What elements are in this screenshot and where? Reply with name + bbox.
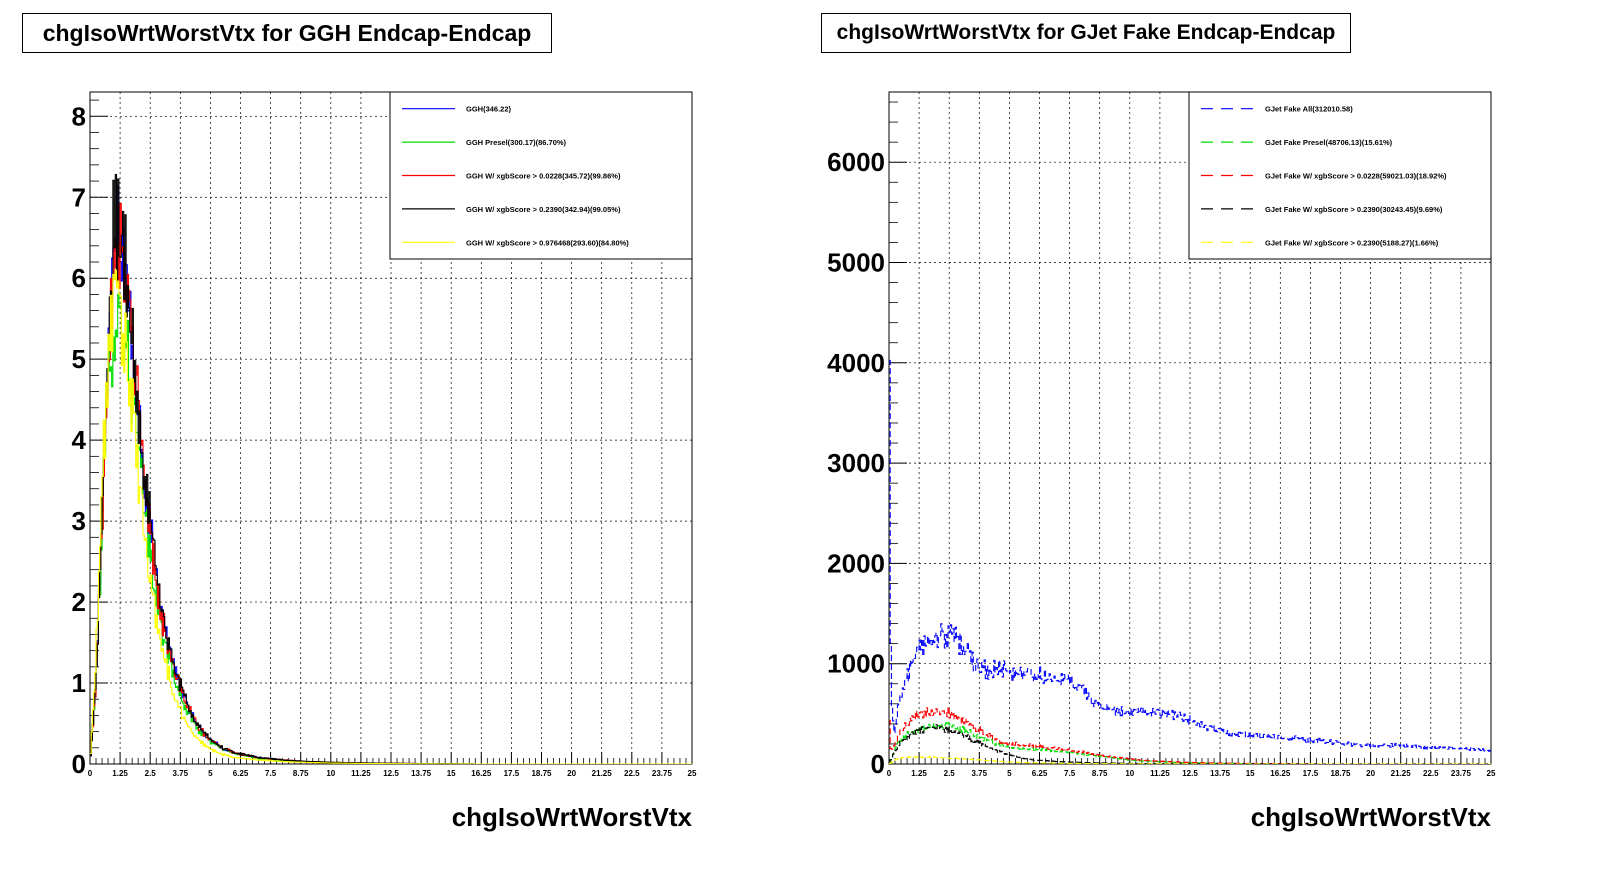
x-tick-label: 20 <box>567 769 576 778</box>
y-tick-label: 0 <box>871 749 885 779</box>
x-tick-label: 16.25 <box>471 769 492 778</box>
x-tick-label: 6.25 <box>233 769 249 778</box>
x-tick-label: 17.5 <box>1303 769 1319 778</box>
y-tick-label: 3000 <box>827 448 885 478</box>
legend-box <box>1188 91 1492 260</box>
left-chart-svg: 0 1.25 2.5 3.75 5 6.25 7.5 8.75 10 11.25 12.5 13.75… <box>72 91 697 832</box>
series-line-0 <box>889 359 1491 752</box>
y-tick-label: 2000 <box>827 548 885 578</box>
series-line-4 <box>90 269 692 764</box>
x-tick-label: 1.25 <box>112 769 128 778</box>
y-tick-label: 8 <box>72 101 86 131</box>
x-axis-title: chgIsoWrtWorstVtx <box>452 802 693 832</box>
x-tick-label: 12.5 <box>383 769 399 778</box>
legend-entry: GJet Fake Presel(48706.13)(15.61%) <box>1265 138 1393 147</box>
y-tick-label: 3 <box>72 506 86 536</box>
x-tick-label: 0 <box>887 769 892 778</box>
legend-entry: GJet Fake All(312010.58) <box>1265 105 1353 114</box>
series-line-4 <box>889 755 1491 764</box>
y-tick-label: 7 <box>72 182 86 212</box>
left-chart-panel: chgIsoWrtWorstVtx for GGH Endcap-Endcap … <box>22 13 697 832</box>
x-tick-label: 2.5 <box>944 769 956 778</box>
x-tick-label: 25 <box>688 769 697 778</box>
x-tick-label: 25 <box>1487 769 1496 778</box>
x-tick-label: 1.25 <box>911 769 927 778</box>
x-tick-label: 15 <box>1246 769 1255 778</box>
y-tick-label: 5 <box>72 344 86 374</box>
legend-entry: GJet Fake W/ xgbScore > 0.2390(5188.27)(… <box>1265 238 1439 247</box>
x-tick-label: 3.75 <box>972 769 988 778</box>
series-line-3 <box>889 724 1491 764</box>
x-tick-label: 21.25 <box>592 769 613 778</box>
x-tick-label: 17.5 <box>504 769 520 778</box>
y-tick-label: 0 <box>72 749 86 779</box>
x-tick-label: 23.75 <box>652 769 673 778</box>
x-tick-label: 11.25 <box>1150 769 1170 778</box>
legend-entry: GGH W/ xgbScore > 0.0228(345.72)(99.86%) <box>466 172 621 181</box>
right-chart-panel: chgIsoWrtWorstVtx for GJet Fake Endcap-E… <box>799 0 1598 874</box>
x-tick-label: 7.5 <box>1064 769 1076 778</box>
x-tick-label: 5 <box>1007 769 1012 778</box>
x-axis-title: chgIsoWrtWorstVtx <box>1251 802 1492 832</box>
legend-entry: GGH Presel(300.17)(86.70%) <box>466 138 567 147</box>
x-tick-label: 21.25 <box>1391 769 1412 778</box>
series-line-1 <box>889 722 1491 764</box>
x-tick-label: 8.75 <box>293 769 309 778</box>
x-tick-label: 6.25 <box>1032 769 1048 778</box>
legend-entry: GGH(346.22) <box>466 105 512 114</box>
x-tick-label: 18.75 <box>1330 769 1351 778</box>
x-tick-label: 13.75 <box>1210 769 1231 778</box>
x-tick-label: 11.25 <box>351 769 371 778</box>
x-tick-label: 22.5 <box>624 769 640 778</box>
legend-entry: GJet Fake W/ xgbScore > 0.2390(30243.45)… <box>1265 205 1443 214</box>
y-tick-label: 1 <box>72 668 86 698</box>
y-tick-label: 2 <box>72 587 86 617</box>
x-tick-label: 3.75 <box>173 769 189 778</box>
legend-entry: GJet Fake W/ xgbScore > 0.0228(59021.03)… <box>1265 172 1447 181</box>
chart-title: chgIsoWrtWorstVtx for GJet Fake Endcap-E… <box>821 13 1351 53</box>
y-tick-label: 5000 <box>827 248 885 278</box>
x-tick-label: 18.75 <box>531 769 552 778</box>
x-tick-label: 7.5 <box>265 769 277 778</box>
y-tick-label: 4000 <box>827 348 885 378</box>
x-tick-label: 2.5 <box>145 769 157 778</box>
x-tick-label: 10 <box>1125 769 1134 778</box>
x-tick-label: 15 <box>447 769 456 778</box>
y-tick-label: 1000 <box>827 649 885 679</box>
right-chart-svg: 0 1.25 2.5 3.75 5 6.25 7.5 8.75 10 11.25 12.5 13.75… <box>827 91 1496 832</box>
x-tick-label: 20 <box>1366 769 1375 778</box>
legend-entry: GGH W/ xgbScore > 0.2390(342.94)(99.05%) <box>466 205 621 214</box>
x-tick-label: 10 <box>326 769 335 778</box>
x-tick-label: 5 <box>208 769 213 778</box>
x-tick-label: 16.25 <box>1270 769 1291 778</box>
series-line-3 <box>90 173 692 764</box>
y-tick-label: 4 <box>72 425 87 455</box>
x-tick-label: 8.75 <box>1092 769 1108 778</box>
x-tick-label: 23.75 <box>1451 769 1472 778</box>
x-tick-label: 12.5 <box>1182 769 1198 778</box>
y-tick-label: 6000 <box>827 147 885 177</box>
x-tick-label: 0 <box>88 769 93 778</box>
x-tick-label: 22.5 <box>1423 769 1439 778</box>
chart-title: chgIsoWrtWorstVtx for GGH Endcap-Endcap <box>22 13 552 53</box>
y-tick-label: 6 <box>72 263 86 293</box>
legend-entry: GGH W/ xgbScore > 0.976468(293.60)(84.80… <box>466 238 629 247</box>
x-tick-label: 13.75 <box>411 769 432 778</box>
